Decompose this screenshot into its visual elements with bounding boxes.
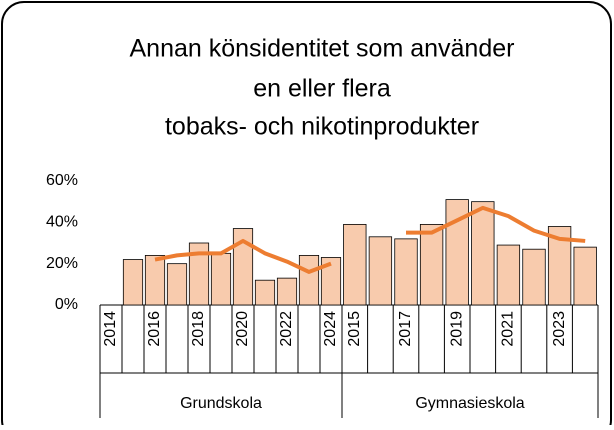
x-tick-label: 2017 (397, 311, 414, 347)
trend-line (406, 205, 586, 243)
x-tick-label: 2021 (500, 311, 517, 347)
bar (419, 223, 444, 306)
bar (166, 263, 188, 306)
x-tick-label: 2019 (448, 311, 465, 347)
bar (547, 226, 572, 306)
bar (368, 236, 393, 306)
bar (276, 277, 298, 306)
bar (522, 248, 546, 306)
x-tick-label: 2014 (102, 311, 119, 347)
trend-line (154, 238, 332, 274)
bar (232, 228, 254, 306)
bar (394, 238, 418, 306)
y-tick-label: 60% (46, 172, 78, 189)
bar (343, 223, 367, 306)
x-tick-label: 2023 (551, 311, 568, 347)
bar (254, 279, 276, 306)
bar (573, 246, 597, 306)
group-label: Grundskola (180, 395, 262, 412)
x-tick-label: 2024 (322, 311, 339, 347)
bar (496, 244, 521, 306)
y-tick-label: 20% (46, 255, 78, 272)
bar (122, 259, 144, 306)
x-tick-label: 2018 (190, 311, 207, 347)
bar (188, 242, 210, 306)
bar (210, 252, 232, 306)
chart-title: en eller flera (253, 75, 391, 103)
y-tick-label: 0% (55, 296, 78, 313)
bar (445, 199, 469, 306)
bar (471, 201, 495, 306)
bar (144, 254, 166, 306)
y-tick-label: 40% (46, 214, 78, 231)
group-label: Gymnasieskola (415, 395, 524, 412)
chart-title: Annan könsidentitet som använder (130, 35, 515, 63)
x-tick-label: 2020 (234, 311, 251, 347)
x-tick-label: 2022 (278, 311, 295, 347)
bar (298, 254, 320, 306)
chart-title: tobaks- och nikotinprodukter (165, 113, 479, 141)
x-tick-label: 2015 (346, 311, 363, 347)
bar (320, 257, 342, 306)
x-tick-label: 2016 (146, 311, 163, 347)
